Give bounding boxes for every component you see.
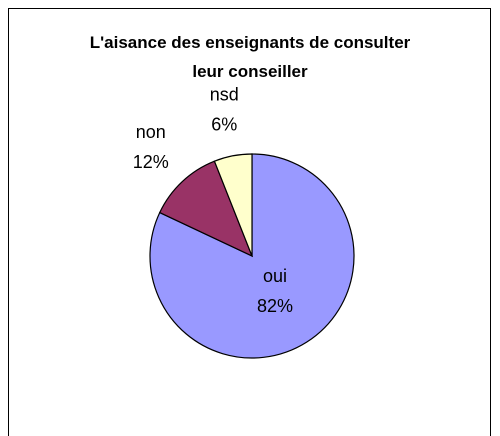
chart-title: L'aisance des enseignants de consulter l… <box>89 33 411 81</box>
pie-slice <box>213 153 253 257</box>
slice-label: oui <box>263 266 287 286</box>
pie-slice <box>158 160 254 258</box>
slice-value-label: 12% <box>133 152 169 172</box>
slice-label: nsd <box>210 84 239 104</box>
slice-label: non <box>136 122 166 142</box>
slice-value-label: 82% <box>257 296 293 316</box>
slice-value-label: 6% <box>211 114 237 134</box>
